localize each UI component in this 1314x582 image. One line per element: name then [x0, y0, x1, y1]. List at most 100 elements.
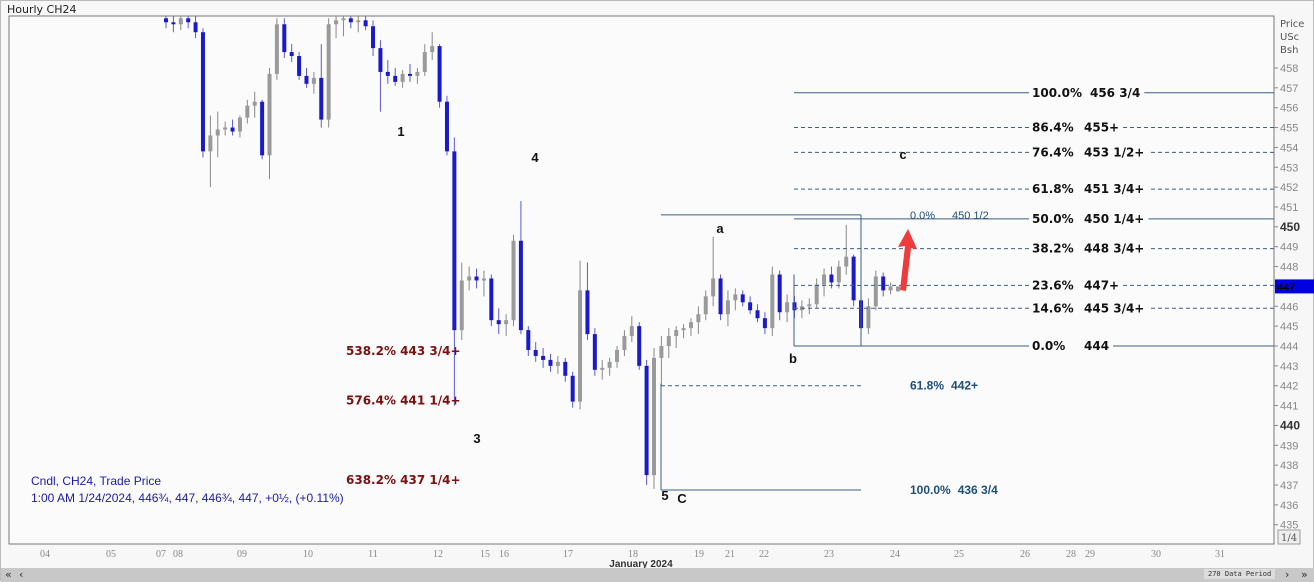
- y-tick-label: 442: [1280, 381, 1298, 393]
- y-tick-label: 448: [1280, 262, 1298, 274]
- candle-body: [555, 361, 560, 366]
- candle-body: [511, 240, 516, 321]
- wave-label: 4: [531, 150, 539, 165]
- wave-label: 1: [397, 124, 404, 139]
- x-tick-label: 24: [890, 549, 900, 560]
- info-line-2: 1:00 AM 1/24/2024, 446¾, 447, 446¾, 447,…: [31, 491, 344, 505]
- scroll-prev-button[interactable]: ‹: [19, 568, 24, 581]
- y-tick-label: 451: [1280, 202, 1298, 214]
- candle-body: [496, 320, 501, 325]
- extension-label: 576.4% 441 1/4+: [346, 394, 461, 408]
- candle-body: [186, 18, 191, 23]
- y-tick-label: 453: [1280, 162, 1298, 174]
- candle-body: [193, 22, 198, 33]
- candle-body: [585, 290, 590, 335]
- fib-label-bg: [1029, 211, 1149, 226]
- candle-body: [725, 300, 730, 315]
- y-tick-label: 445: [1280, 321, 1298, 333]
- candle-body: [363, 20, 368, 27]
- fib-level-pct: 100.0%: [1032, 86, 1082, 100]
- candle-body: [393, 75, 398, 82]
- candle-body: [748, 302, 753, 311]
- data-period-label[interactable]: 270 Data Period: [1204, 569, 1276, 579]
- fib-lower-pct: 61.8%: [910, 379, 944, 393]
- wave-label: a: [716, 221, 724, 236]
- candlestick-chart[interactable]: 4584574564554544534524514504494484464454…: [1, 1, 1314, 568]
- x-tick-label: 15: [480, 549, 490, 560]
- candle-body: [400, 73, 405, 82]
- candle-body: [570, 375, 575, 402]
- candle-body: [215, 129, 220, 136]
- fib-level-price: 447+: [1084, 278, 1119, 292]
- horizontal-scrollbar[interactable]: « ‹ 270 Data Period › »: [1, 568, 1314, 582]
- candle-body: [814, 284, 819, 305]
- candle-body: [356, 20, 361, 23]
- scroll-next-button[interactable]: ›: [1285, 568, 1290, 581]
- fib-level-pct: 0.0%: [1032, 339, 1065, 353]
- candle-body: [200, 32, 205, 152]
- candle-body: [178, 18, 183, 25]
- candle-body: [607, 361, 612, 368]
- candle-body: [267, 73, 272, 156]
- candle-body: [777, 274, 782, 313]
- y-tick-label: 438: [1280, 460, 1298, 472]
- fib-lower-price: 436 3/4: [958, 483, 998, 497]
- fraction-label: 1/4: [1281, 533, 1297, 544]
- y-tick-label: 455: [1280, 123, 1298, 135]
- candle-body: [873, 276, 878, 307]
- x-tick-label: 17: [563, 549, 573, 560]
- candle-body: [319, 77, 324, 120]
- x-tick-label: 08: [173, 549, 183, 560]
- scroll-last-button[interactable]: »: [1301, 568, 1308, 581]
- candle-body: [304, 75, 309, 84]
- candle-body: [252, 101, 257, 106]
- candle-body: [260, 101, 265, 156]
- candle-body: [733, 294, 738, 301]
- candle-body: [237, 117, 242, 132]
- x-tick-label: 23: [824, 549, 834, 560]
- candle-body: [274, 24, 279, 74]
- candle-body: [282, 24, 287, 53]
- candle-body: [208, 135, 213, 152]
- fib-level-pct: 38.2%: [1032, 242, 1074, 256]
- fib-label-bg: [1029, 182, 1149, 197]
- candle-body: [851, 256, 856, 301]
- candle-body: [444, 101, 449, 152]
- fib-ab-pct: 0.0%: [910, 210, 935, 222]
- candle-body: [829, 274, 834, 283]
- candle-body: [481, 278, 486, 281]
- price-axis-header: Bsh: [1280, 45, 1298, 56]
- y-tick-label: 454: [1280, 142, 1298, 154]
- fib-level-price: 450 1/4+: [1084, 212, 1144, 226]
- fib-label-bg: [1029, 145, 1149, 160]
- y-tick-label: 452: [1280, 182, 1298, 194]
- candle-body: [807, 304, 812, 307]
- x-tick-label: 21: [725, 549, 735, 560]
- candle-body: [785, 302, 790, 313]
- candle-body: [489, 278, 494, 321]
- candle-body: [415, 71, 420, 76]
- candle-body: [459, 280, 464, 331]
- fib-lower-price: 442+: [951, 379, 978, 393]
- wave-label: C: [677, 491, 687, 506]
- candle-body: [334, 20, 339, 25]
- candle-body: [770, 274, 775, 329]
- candle-body: [622, 336, 627, 350]
- scroll-first-button[interactable]: «: [5, 568, 12, 581]
- candle-body: [326, 24, 331, 120]
- y-tick-label: 449: [1280, 242, 1298, 254]
- fib-level-price: 448 3/4+: [1084, 242, 1144, 256]
- fib-label-bg: [1029, 301, 1149, 316]
- x-tick-label: 22: [759, 549, 769, 560]
- fib-level-pct: 61.8%: [1032, 182, 1074, 196]
- y-tick-label: 439: [1280, 440, 1298, 452]
- candle-body: [711, 278, 716, 297]
- candle-body: [311, 77, 316, 84]
- x-tick-label: 10: [303, 549, 313, 560]
- candle-body: [740, 294, 745, 303]
- price-axis-header: USc: [1280, 32, 1299, 43]
- fib-level-price: 455+: [1084, 121, 1119, 135]
- wave-label: c: [899, 147, 906, 162]
- wave-label: 5: [661, 488, 668, 503]
